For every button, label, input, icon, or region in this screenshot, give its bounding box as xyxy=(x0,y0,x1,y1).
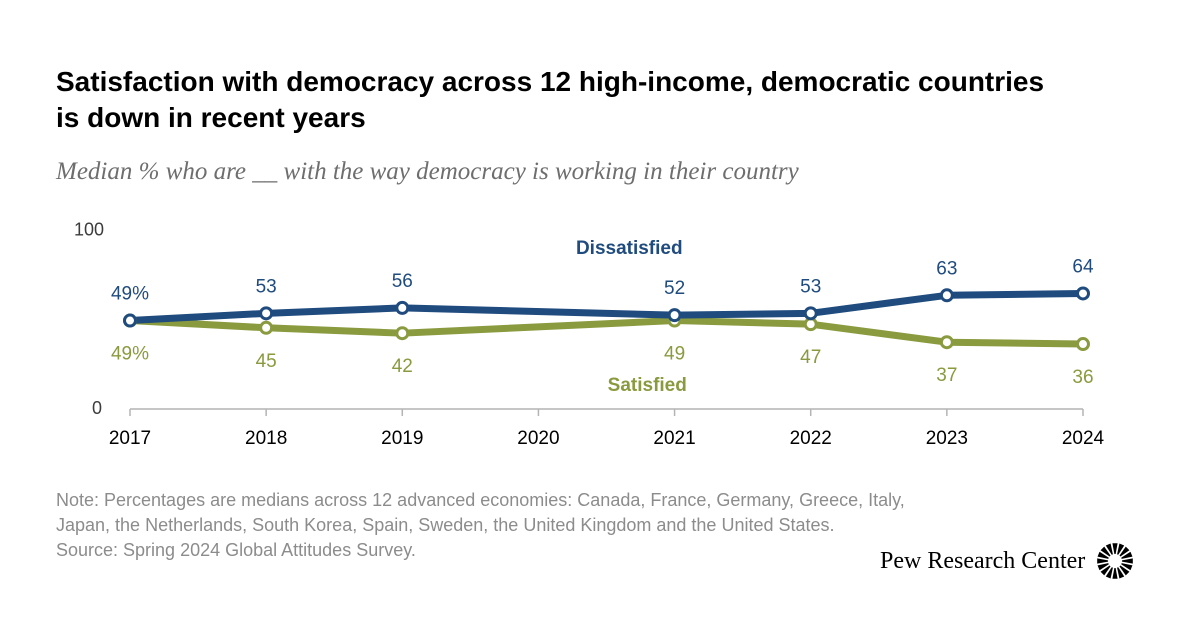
dissatisfied-data-label: 53 xyxy=(256,276,277,297)
note-line-2: Japan, the Netherlands, South Korea, Spa… xyxy=(56,515,835,535)
chart-notes: Note: Percentages are medians across 12 … xyxy=(56,488,1056,563)
dissatisfied-data-label: 64 xyxy=(1072,256,1094,277)
satisfied-series-label: Satisfied xyxy=(608,375,687,396)
y-tick-label: 0 xyxy=(92,398,102,418)
logo-ray xyxy=(1100,546,1111,557)
x-tick-label: 2022 xyxy=(790,428,832,449)
x-tick-label: 2024 xyxy=(1062,428,1105,449)
brand-signature: Pew Research Center xyxy=(880,541,1135,581)
logo-ray xyxy=(1097,563,1110,571)
logo-ray xyxy=(1117,567,1125,579)
dissatisfied-point xyxy=(123,313,137,328)
logo-ray xyxy=(1119,546,1130,557)
logo-ray xyxy=(1112,543,1118,555)
pew-sunburst-logo-icon xyxy=(1097,543,1134,579)
logo-ray xyxy=(1122,558,1134,564)
logo-ray xyxy=(1121,551,1133,559)
note-line-1: Note: Percentages are medians across 12 … xyxy=(56,490,905,510)
satisfied-data-label: 45 xyxy=(256,351,277,372)
x-tick-label: 2023 xyxy=(926,428,968,449)
logo-ray xyxy=(1097,558,1109,564)
satisfied-point xyxy=(939,335,954,350)
logo-ray xyxy=(1112,567,1118,579)
chart-subtitle: Median % who are __ with the way democra… xyxy=(56,158,799,185)
satisfied-data-label: 42 xyxy=(392,356,413,377)
satisfied-data-label: 36 xyxy=(1072,367,1093,388)
x-tick-label: 2019 xyxy=(381,428,423,449)
x-tick-label: 2021 xyxy=(653,428,695,449)
x-tick-label: 2017 xyxy=(109,428,151,449)
logo-ray xyxy=(1119,565,1130,576)
satisfied-data-label: 49 xyxy=(664,344,685,365)
x-tick-label: 2018 xyxy=(245,428,287,449)
satisfied-point xyxy=(395,326,410,341)
logo-ray xyxy=(1097,551,1110,559)
dissatisfied-point xyxy=(939,288,954,303)
logo-ray xyxy=(1117,543,1125,555)
dissatisfied-series-line xyxy=(126,289,1087,325)
dissatisfied-point xyxy=(259,306,274,321)
satisfied-point xyxy=(259,320,274,335)
dissatisfied-data-label: 53 xyxy=(800,276,821,297)
brand-name: Pew Research Center xyxy=(880,547,1086,574)
satisfied-data-label: 37 xyxy=(936,365,957,386)
satisfied-data-label: 47 xyxy=(800,347,821,368)
dissatisfied-series-label: Dissatisfied xyxy=(576,238,683,259)
dissatisfied-point xyxy=(395,300,410,315)
x-tick-label: 2020 xyxy=(517,428,559,449)
dissatisfied-point xyxy=(667,308,682,323)
logo-ray xyxy=(1100,565,1111,576)
dissatisfied-point xyxy=(1076,286,1090,301)
dissatisfied-data-label: 63 xyxy=(936,258,957,279)
dissatisfied-data-label: 49% xyxy=(111,284,149,305)
satisfied-series-line xyxy=(126,317,1087,348)
dissatisfied-data-label: 52 xyxy=(664,278,685,299)
source-line: Source: Spring 2024 Global Attitudes Sur… xyxy=(56,540,416,560)
satisfied-point xyxy=(1076,337,1090,352)
dissatisfied-point xyxy=(803,306,818,321)
satisfied-data-label: 49% xyxy=(111,344,149,365)
chart-title: Satisfaction with democracy across 12 hi… xyxy=(56,66,1045,133)
logo-ray xyxy=(1121,563,1133,571)
line-chart: 100 0 2017 2018 2019 2020 2021 2022 2023 2024 49% 4… xyxy=(74,220,1105,450)
logo-ray xyxy=(1106,567,1114,579)
y-tick-label: 100 xyxy=(74,220,104,240)
logo-ray xyxy=(1106,543,1114,555)
dissatisfied-data-label: 56 xyxy=(392,271,413,292)
